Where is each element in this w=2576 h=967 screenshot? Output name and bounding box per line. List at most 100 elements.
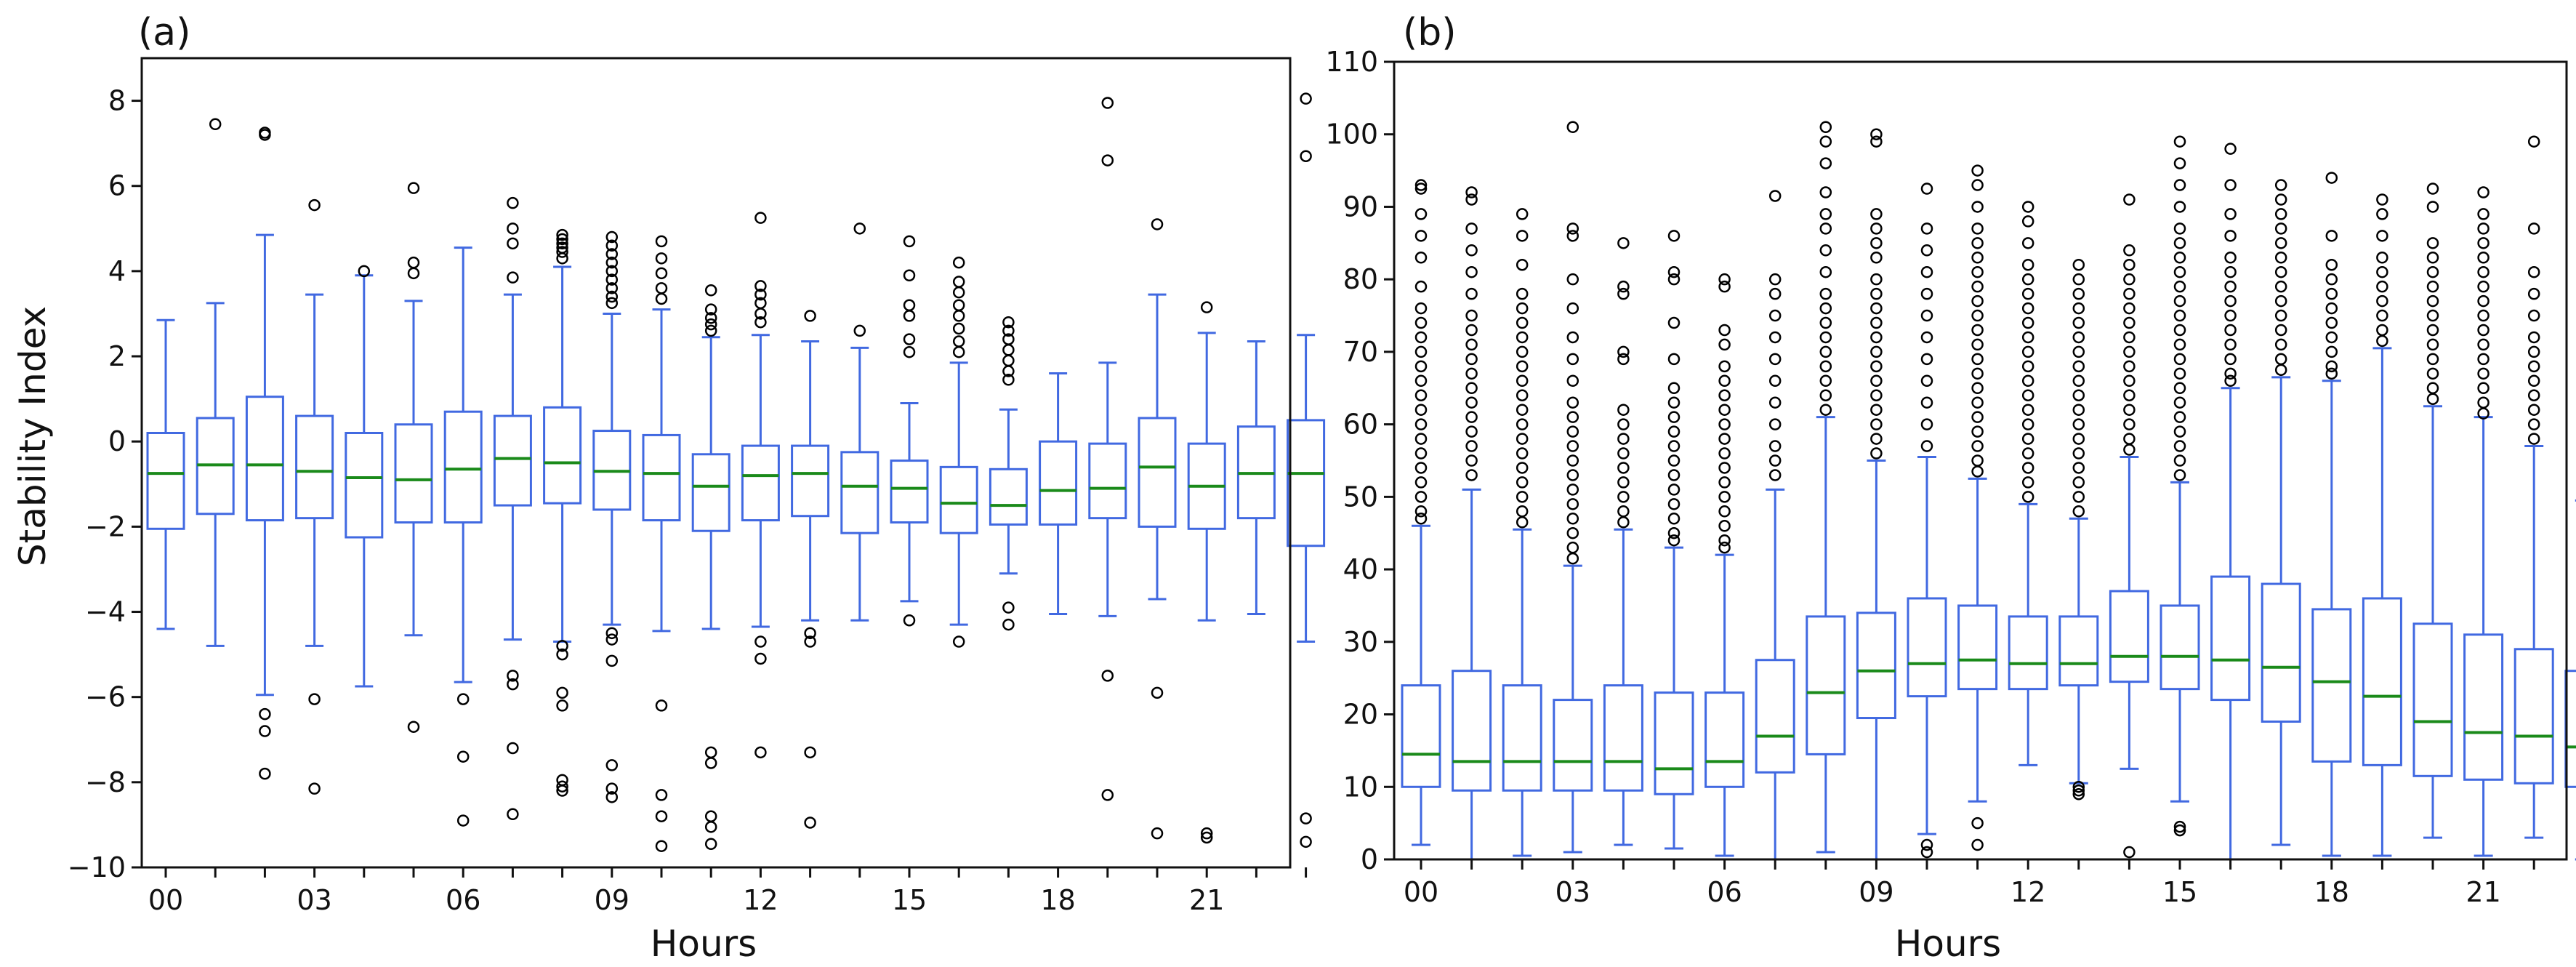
outlier-point — [2274, 364, 2287, 377]
outlier-point — [1414, 476, 1428, 489]
outlier-point — [1516, 374, 1529, 388]
panel-a-ytick-label: 4 — [108, 255, 126, 287]
outlier-point — [1516, 462, 1529, 474]
panel-b-xtick-label: 03 — [1555, 876, 1590, 908]
panel-a-xlabel: Hours — [651, 923, 757, 965]
outlier-point — [1870, 447, 1883, 460]
iqr-box — [1553, 699, 1593, 792]
iqr-box — [2463, 633, 2504, 781]
outlier-point — [1516, 404, 1529, 416]
outlier-point — [1971, 454, 1984, 467]
outlier-point — [1516, 389, 1529, 401]
outlier-point — [2325, 360, 2338, 373]
outlier-point — [1516, 302, 1529, 315]
outlier-point — [605, 282, 619, 294]
outlier-point — [2224, 294, 2237, 308]
outlier-point — [1819, 345, 1832, 358]
outlier-point — [2477, 382, 2490, 395]
box-hour-05 — [1654, 230, 1694, 850]
outlier-point — [507, 678, 519, 691]
outlier-point — [1617, 404, 1630, 416]
outlier-point — [605, 256, 619, 269]
outlier-point — [2224, 309, 2237, 322]
outlier-point — [1920, 838, 1933, 851]
iqr-box — [1138, 417, 1177, 528]
outlier-point — [1566, 353, 1579, 366]
outlier-point — [1516, 360, 1529, 373]
outlier-point — [2325, 302, 2338, 315]
outlier-point — [2426, 294, 2439, 308]
outlier-point — [2376, 324, 2388, 337]
box-hour-06 — [1704, 273, 1745, 857]
iqr-box — [1401, 684, 1441, 788]
outlier-point — [1566, 374, 1579, 388]
panel-a-plot-area: −10 −8 −6 −4 −2 0 2 4 6 8 00 03 06 09 12 15 18 21 — [68, 85, 1326, 916]
outlier-point — [507, 742, 519, 755]
outlier-point — [1516, 418, 1529, 430]
outlier-point — [2426, 338, 2439, 351]
outlier-point — [2274, 324, 2287, 337]
outlier-point — [2072, 374, 2085, 388]
outlier-point — [1617, 237, 1630, 249]
outlier-point — [2477, 252, 2490, 264]
outlier-point — [754, 746, 767, 759]
outlier-point — [1870, 128, 1883, 140]
outlier-point — [1516, 316, 1529, 329]
outlier-point — [2173, 469, 2186, 481]
outlier-point — [2072, 302, 2085, 315]
outlier-point — [308, 693, 321, 705]
outlier-point — [2274, 294, 2287, 308]
box-hour-16 — [939, 256, 978, 648]
iqr-box — [245, 396, 284, 522]
outlier-point — [1768, 454, 1782, 467]
outlier-point — [2224, 179, 2237, 191]
outlier-point — [556, 640, 568, 652]
iqr-box — [295, 414, 334, 520]
outlier-point — [2477, 186, 2490, 198]
box-hour-18 — [1039, 372, 1078, 615]
outlier-point — [2021, 258, 2034, 271]
outlier-point — [1414, 316, 1428, 329]
panel-a-ytick-label: −4 — [85, 596, 126, 628]
outlier-point — [2376, 208, 2388, 220]
outlier-point — [2072, 787, 2085, 801]
outlier-point — [2021, 462, 2034, 474]
outlier-point — [2224, 280, 2237, 293]
outlier-point — [605, 782, 619, 795]
outlier-point — [1667, 273, 1681, 286]
outlier-point — [1566, 440, 1579, 452]
outlier-point — [1516, 476, 1529, 489]
outlier-point — [704, 318, 717, 331]
outlier-point — [1414, 302, 1428, 315]
outlier-point — [2021, 345, 2034, 358]
outlier-point — [2274, 265, 2287, 278]
iqr-box — [1088, 442, 1127, 520]
outlier-point — [1516, 505, 1529, 518]
outlier-point — [2072, 360, 2085, 373]
iqr-box — [1957, 604, 1998, 691]
box-hour-06 — [443, 246, 483, 827]
outlier-point — [1516, 258, 1529, 271]
outlier-point — [1566, 552, 1579, 565]
outlier-point — [605, 290, 619, 303]
box-hour-09 — [592, 230, 632, 803]
outlier-point — [1414, 462, 1428, 474]
outlier-point — [1819, 404, 1832, 416]
outlier-point — [853, 324, 866, 337]
outlier-point — [1002, 618, 1015, 631]
outlier-point — [1151, 827, 1164, 840]
outlier-point — [1718, 280, 1731, 293]
box-hour-04 — [1603, 237, 1643, 846]
outlier-point — [2123, 389, 2136, 401]
outlier-point — [1971, 164, 1984, 177]
outlier-point — [1617, 516, 1630, 529]
outlier-point — [2072, 287, 2085, 300]
outlier-point — [2426, 353, 2439, 366]
outlier-point — [1768, 418, 1782, 430]
outlier-point — [1414, 230, 1428, 242]
iqr-box — [2210, 575, 2251, 702]
panel-b-xtick-label: 00 — [1404, 876, 1438, 908]
outlier-point — [1971, 237, 1984, 249]
outlier-point — [2527, 265, 2540, 278]
